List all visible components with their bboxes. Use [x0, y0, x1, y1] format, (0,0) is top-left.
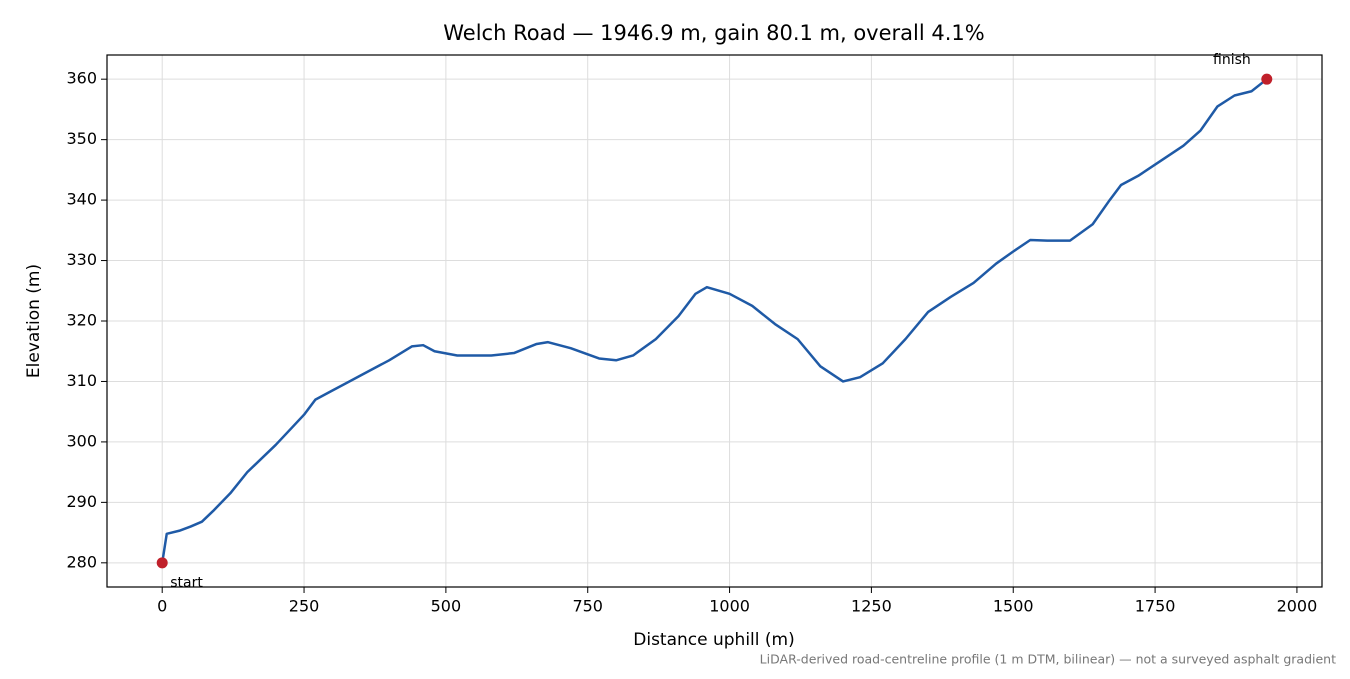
y-tick-label: 320	[66, 311, 97, 330]
endpoint-marker	[156, 557, 168, 569]
x-tick-label: 0	[157, 597, 167, 616]
endpoint-marker	[1261, 73, 1273, 85]
x-tick-label: 1750	[1135, 597, 1176, 616]
plot-frame	[106, 54, 1323, 588]
y-tick-label: 350	[66, 129, 97, 148]
x-tick-label: 750	[572, 597, 603, 616]
y-tick-label: 330	[66, 250, 97, 269]
x-axis-label: Distance uphill (m)	[633, 630, 794, 650]
y-tick-label: 360	[66, 69, 97, 88]
footnote: LiDAR-derived road-centreline profile (1…	[760, 652, 1336, 667]
y-tick-label: 300	[66, 431, 97, 450]
y-tick-label: 310	[66, 371, 97, 390]
line-series	[160, 78, 1268, 564]
y-tick-label: 290	[66, 492, 97, 511]
x-tick-label: 1500	[993, 597, 1034, 616]
y-tick-label: 340	[66, 190, 97, 209]
x-tick-label: 250	[289, 597, 320, 616]
y-axis-label: Elevation (m)	[24, 264, 44, 378]
y-tick-label: 280	[66, 552, 97, 571]
annotation: start	[170, 575, 203, 591]
annotation: finish	[1213, 52, 1251, 68]
chart-title: Welch Road — 1946.9 m, gain 80.1 m, over…	[443, 21, 984, 45]
x-tick-label: 2000	[1277, 597, 1318, 616]
x-tick-label: 1250	[851, 597, 892, 616]
x-tick-label: 1000	[709, 597, 750, 616]
x-tick-label: 500	[431, 597, 462, 616]
